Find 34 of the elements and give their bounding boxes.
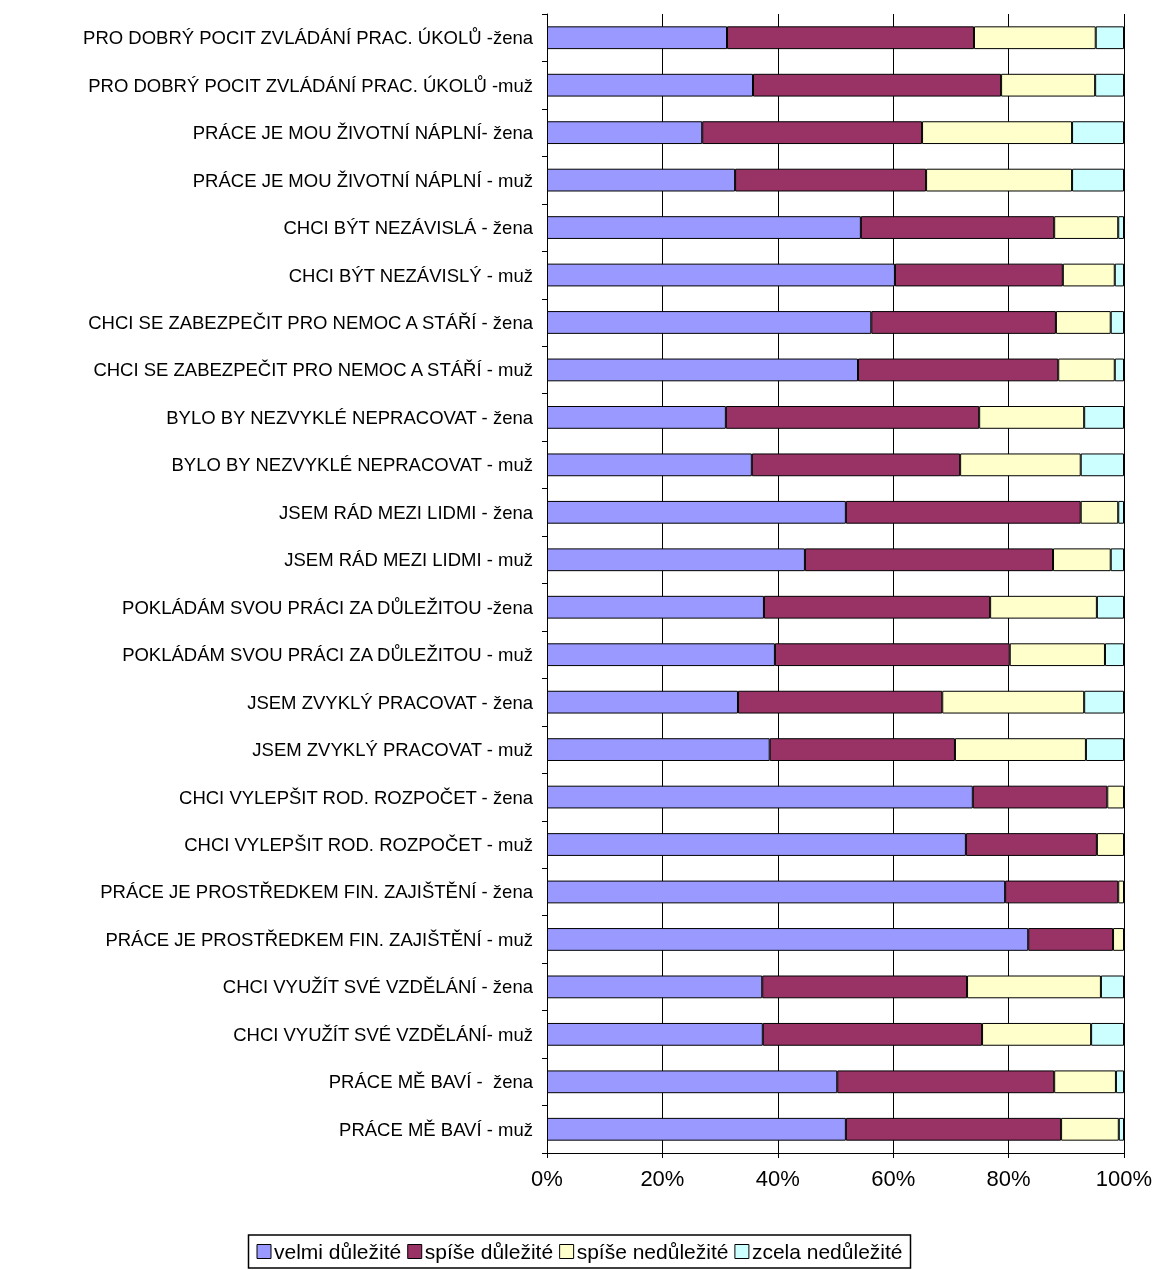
legend-label: spíše nedůležité — [576, 1240, 729, 1263]
y-tick-label: BYLO BY NEZVYKLÉ NEPRACOVAT - žena — [166, 406, 534, 428]
y-tick-label: JSEM RÁD MEZI LIDMI - žena — [279, 501, 534, 523]
x-tick-label: 100% — [1095, 1165, 1153, 1191]
x-tick-label: 40% — [755, 1165, 800, 1191]
x-tick-label: 0% — [531, 1165, 563, 1191]
x-tick-label: 80% — [986, 1165, 1031, 1191]
x-tick-label: 20% — [640, 1165, 685, 1191]
y-tick-label: PRÁCE MĚ BAVÍ - žena — [328, 1071, 534, 1093]
y-tick-label: CHCI SE ZABEZPEČIT PRO NEMOC A STÁŘÍ - muž — [93, 359, 533, 381]
y-tick-label: PRÁCE JE PROSTŘEDKEM FIN. ZAJIŠTĚNÍ - muž — [105, 928, 533, 950]
legend-label: zcela nedůležité — [751, 1240, 903, 1263]
x-tick-label: 60% — [871, 1165, 916, 1191]
y-tick-label: JSEM RÁD MEZI LIDMI - muž — [284, 549, 533, 571]
y-tick-label: PRO DOBRÝ POCIT ZVLÁDÁNÍ PRAC. ÚKOLŮ -žena — [83, 27, 534, 49]
y-tick-label: JSEM ZVYKLÝ PRACOVAT - žena — [247, 691, 534, 713]
y-tick-label: CHCI BÝT NEZÁVISLÁ - žena — [283, 217, 534, 239]
y-tick-label: POKLÁDÁM SVOU PRÁCI ZA DŮLEŽITOU - muž — [122, 644, 533, 666]
legend-label: spíše důležité — [424, 1240, 554, 1263]
y-tick-label: CHCI VYUŽÍT SVÉ VZDĚLÁNÍ - žena — [222, 976, 534, 998]
y-tick-label: PRÁCE JE PROSTŘEDKEM FIN. ZAJIŠTĚNÍ - žena — [100, 881, 534, 903]
y-tick-label: BYLO BY NEZVYKLÉ NEPRACOVAT - muž — [171, 454, 533, 476]
y-tick-label: PRO DOBRÝ POCIT ZVLÁDÁNÍ PRAC. ÚKOLŮ -muž — [88, 74, 533, 96]
y-tick-label: PRÁCE MĚ BAVÍ - muž — [339, 1118, 533, 1140]
y-tick-label: PRÁCE JE MOU ŽIVOTNÍ NÁPLNÍ- žena — [192, 122, 534, 144]
y-tick-label: PRÁCE JE MOU ŽIVOTNÍ NÁPLNÍ - muž — [192, 169, 533, 191]
legend-label: velmi důležité — [274, 1240, 402, 1263]
y-tick-label: CHCI VYUŽÍT SVÉ VZDĚLÁNÍ- muž — [233, 1023, 533, 1045]
y-tick-label: POKLÁDÁM SVOU PRÁCI ZA DŮLEŽITOU -žena — [122, 596, 534, 618]
y-tick-label: CHCI SE ZABEZPEČIT PRO NEMOC A STÁŘÍ - žena — [88, 311, 534, 333]
y-tick-label: CHCI VYLEPŠIT ROD. ROZPOČET - žena — [179, 786, 534, 808]
y-tick-label: CHCI BÝT NEZÁVISLÝ - muž — [288, 264, 533, 286]
y-tick-label: JSEM ZVYKLÝ PRACOVAT - muž — [252, 739, 533, 761]
y-tick-label: CHCI VYLEPŠIT ROD. ROZPOČET - muž — [184, 834, 533, 856]
